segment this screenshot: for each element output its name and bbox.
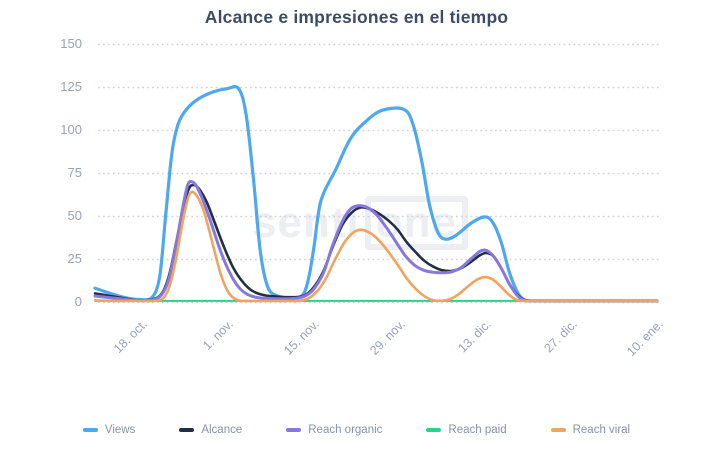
series-line-reach-organic[interactable] [93,179,659,303]
y-tick-label-50: 50 [67,208,82,223]
y-tick-label-0: 0 [74,294,82,309]
y-tick-label-125: 125 [60,79,82,94]
legend-item-reach-viral[interactable]: Reach viral [550,424,631,436]
legend-item-views[interactable]: Views [82,424,136,436]
legend-swatch-icon [82,428,98,432]
chart-title: Alcance e impresiones en el tiempo [204,7,509,27]
legend-swatch-icon [550,428,566,432]
legend-label: Reach paid [448,424,507,436]
y-tick-label-25: 25 [67,251,82,266]
legend-item-reach-paid[interactable]: Reach paid [426,424,507,436]
legend-label: Reach viral [572,424,631,436]
series-line-reach-viral[interactable] [93,190,659,303]
series-line-views[interactable] [93,85,659,303]
y-tick-label-150: 150 [60,36,82,51]
legend-swatch-icon [426,428,442,432]
legend-label: Alcance [201,424,243,436]
legend-swatch-icon [286,428,302,432]
legend-label: Reach organic [308,424,383,436]
y-tick-label-100: 100 [60,122,82,137]
legend-label: Views [104,424,136,436]
y-tick-label-75: 75 [67,165,82,180]
legend-swatch-icon [179,428,195,432]
legend-item-alcance[interactable]: Alcance [179,424,242,436]
legend-item-reach-organic[interactable]: Reach organic [286,424,382,436]
chart-legend: Views Alcance Reach organic Reach paid Reach… [0,424,713,436]
